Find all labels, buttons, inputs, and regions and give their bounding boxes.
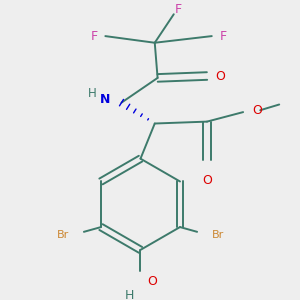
Text: F: F [175,3,182,16]
Text: Br: Br [212,230,224,240]
Text: O: O [253,104,262,117]
Text: O: O [202,174,212,187]
Text: O: O [147,275,157,288]
Text: Br: Br [56,230,69,240]
Text: N: N [100,93,110,106]
Text: O: O [215,70,225,83]
Text: F: F [220,30,227,43]
Text: H: H [124,289,134,300]
Text: F: F [90,30,98,43]
Text: H: H [88,87,97,100]
